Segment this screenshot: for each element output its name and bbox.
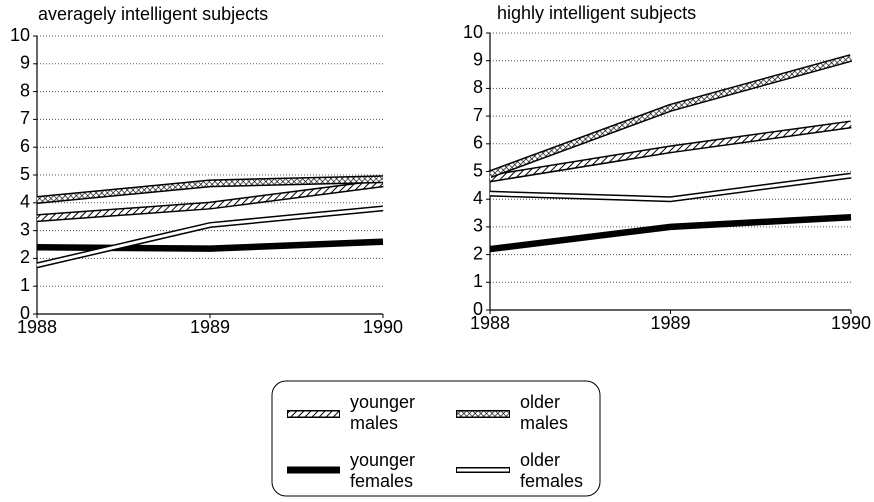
y-tick-label: 3 (20, 219, 30, 239)
chart-title: averagely intelligent subjects (38, 4, 268, 24)
y-tick-label: 9 (473, 49, 483, 69)
y-tick-label: 10 (463, 22, 483, 42)
y-tick-label: 3 (473, 216, 483, 236)
legend-label: younger males (350, 392, 416, 433)
series-line (36, 238, 384, 252)
y-tick-label: 1 (473, 271, 483, 291)
legend-label: younger females (350, 450, 416, 491)
legend-label: older females (520, 450, 584, 491)
x-tick-label: 1989 (190, 317, 230, 337)
y-tick-label: 1 (20, 275, 30, 295)
y-tick-label: 0 (20, 303, 30, 323)
y-tick-label: 6 (473, 133, 483, 153)
y-tick-label: 7 (20, 108, 30, 128)
y-tick-label: 2 (20, 247, 30, 267)
chart-title: highly intelligent subjects (497, 3, 696, 23)
y-tick-label: 5 (20, 164, 30, 184)
series-line (489, 121, 852, 181)
y-tick-label: 10 (10, 25, 30, 45)
series-line (489, 213, 852, 253)
x-tick-label: 1988 (470, 313, 510, 333)
x-tick-label: 1988 (17, 317, 57, 337)
y-tick-label: 0 (473, 299, 483, 319)
y-tick-label: 2 (473, 243, 483, 263)
y-tick-label: 9 (20, 53, 30, 73)
series-line (489, 55, 852, 177)
x-tick-label: 1990 (831, 313, 871, 333)
series-line (36, 176, 384, 203)
y-tick-label: 7 (473, 105, 483, 125)
series-line (36, 206, 384, 267)
series-line (489, 174, 852, 201)
y-tick-label: 5 (473, 160, 483, 180)
x-tick-label: 1990 (363, 317, 403, 337)
y-tick-label: 4 (20, 192, 30, 212)
y-tick-label: 8 (473, 77, 483, 97)
y-tick-label: 8 (20, 80, 30, 100)
legend-label: older males (520, 392, 569, 433)
legend-box (271, 380, 601, 497)
x-tick-label: 1989 (650, 313, 690, 333)
y-tick-label: 4 (473, 188, 483, 208)
series-line (36, 180, 384, 221)
y-tick-label: 6 (20, 136, 30, 156)
